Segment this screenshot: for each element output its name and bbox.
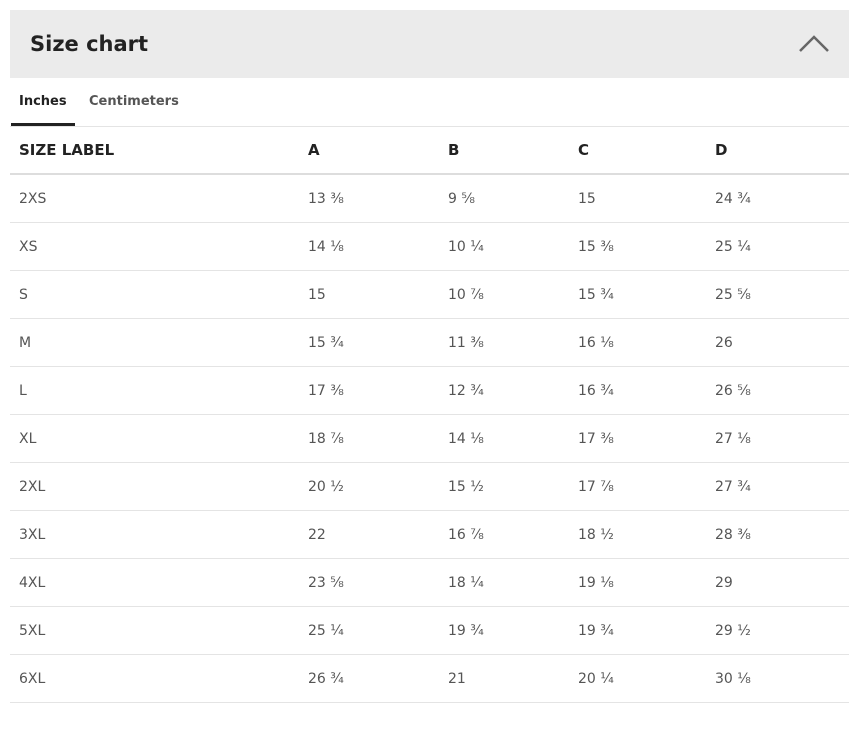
unit-tabs: Inches Centimeters — [10, 80, 849, 127]
measurement: 18 ¼ — [439, 558, 569, 607]
measurement: 16 ⅞ — [439, 510, 569, 559]
header-row: SIZE LABEL A B C D — [10, 127, 849, 175]
measurement: 23 ⅝ — [299, 558, 439, 607]
measurement: 17 ⅞ — [569, 462, 706, 511]
measurement: 21 — [439, 654, 569, 703]
measurement: 19 ¾ — [439, 606, 569, 655]
size-row: XS 14 ⅛ 10 ¼ 15 ⅜ 25 ¼ — [10, 222, 849, 271]
column-header: B — [439, 127, 569, 175]
measurement: 24 ¾ — [706, 174, 849, 223]
measurement: 15 — [569, 174, 706, 223]
measurement: 26 ⅝ — [706, 366, 849, 415]
column-header: C — [569, 127, 706, 175]
measurement: 15 ½ — [439, 462, 569, 511]
measurement: 17 ⅜ — [299, 366, 439, 415]
measurement: 10 ⅞ — [439, 270, 569, 319]
measurement: 28 ⅜ — [706, 510, 849, 559]
measurement: 25 ¼ — [706, 222, 849, 271]
size-row: 6XL 26 ¾ 21 20 ¼ 30 ⅛ — [10, 654, 849, 703]
measurement: 15 ¾ — [569, 270, 706, 319]
measurement: 20 ½ — [299, 462, 439, 511]
measurement: 12 ¾ — [439, 366, 569, 415]
measurement: 9 ⅝ — [439, 174, 569, 223]
column-header: A — [299, 127, 439, 175]
size-row: XL 18 ⅞ 14 ⅛ 17 ⅜ 27 ⅛ — [10, 414, 849, 463]
size-chart-header[interactable]: Size chart — [10, 10, 849, 78]
collapse-icon[interactable] — [798, 32, 830, 54]
size-label: 3XL — [10, 510, 299, 559]
measurement: 22 — [299, 510, 439, 559]
measurement: 29 — [706, 558, 849, 607]
size-row: 4XL 23 ⅝ 18 ¼ 19 ⅛ 29 — [10, 558, 849, 607]
size-label: M — [10, 318, 299, 367]
measurement: 20 ¼ — [569, 654, 706, 703]
size-label: XS — [10, 222, 299, 271]
measurement: 25 ⅝ — [706, 270, 849, 319]
size-label: 5XL — [10, 606, 299, 655]
size-label: L — [10, 366, 299, 415]
size-label: S — [10, 270, 299, 319]
size-label: 4XL — [10, 558, 299, 607]
measurement: 13 ⅜ — [299, 174, 439, 223]
size-row: M 15 ¾ 11 ⅜ 16 ⅛ 26 — [10, 318, 849, 367]
measurement: 26 ¾ — [299, 654, 439, 703]
measurement: 29 ½ — [706, 606, 849, 655]
measurement: 27 ⅛ — [706, 414, 849, 463]
measurement: 27 ¾ — [706, 462, 849, 511]
size-row: 2XL 20 ½ 15 ½ 17 ⅞ 27 ¾ — [10, 462, 849, 511]
size-label: 2XS — [10, 174, 299, 223]
size-row: L 17 ⅜ 12 ¾ 16 ¾ 26 ⅝ — [10, 366, 849, 415]
measurement: 16 ¾ — [569, 366, 706, 415]
measurement: 14 ⅛ — [439, 414, 569, 463]
size-label: 2XL — [10, 462, 299, 511]
measurement: 15 ¾ — [299, 318, 439, 367]
tab[interactable]: Centimeters — [89, 94, 179, 109]
measurement: 30 ⅛ — [706, 654, 849, 703]
size-row: S 15 10 ⅞ 15 ¾ 25 ⅝ — [10, 270, 849, 319]
size-row: 3XL 22 16 ⅞ 18 ½ 28 ⅜ — [10, 510, 849, 559]
size-row: 5XL 25 ¼ 19 ¾ 19 ¾ 29 ½ — [10, 606, 849, 655]
measurement: 16 ⅛ — [569, 318, 706, 367]
measurement: 18 ⅞ — [299, 414, 439, 463]
column-header: D — [706, 127, 849, 175]
measurement: 19 ¾ — [569, 606, 706, 655]
measurement: 26 — [706, 318, 849, 367]
measurement: 14 ⅛ — [299, 222, 439, 271]
measurement: 15 — [299, 270, 439, 319]
column-header: SIZE LABEL — [10, 127, 299, 175]
size-label: 6XL — [10, 654, 299, 703]
tab[interactable]: Inches — [11, 80, 75, 126]
measurement: 10 ¼ — [439, 222, 569, 271]
measurement: 25 ¼ — [299, 606, 439, 655]
measurement: 17 ⅜ — [569, 414, 706, 463]
measurement: 15 ⅜ — [569, 222, 706, 271]
measurement: 11 ⅜ — [439, 318, 569, 367]
measurement: 18 ½ — [569, 510, 706, 559]
title: Size chart — [30, 32, 149, 56]
size-label: XL — [10, 414, 299, 463]
measurement: 19 ⅛ — [569, 558, 706, 607]
